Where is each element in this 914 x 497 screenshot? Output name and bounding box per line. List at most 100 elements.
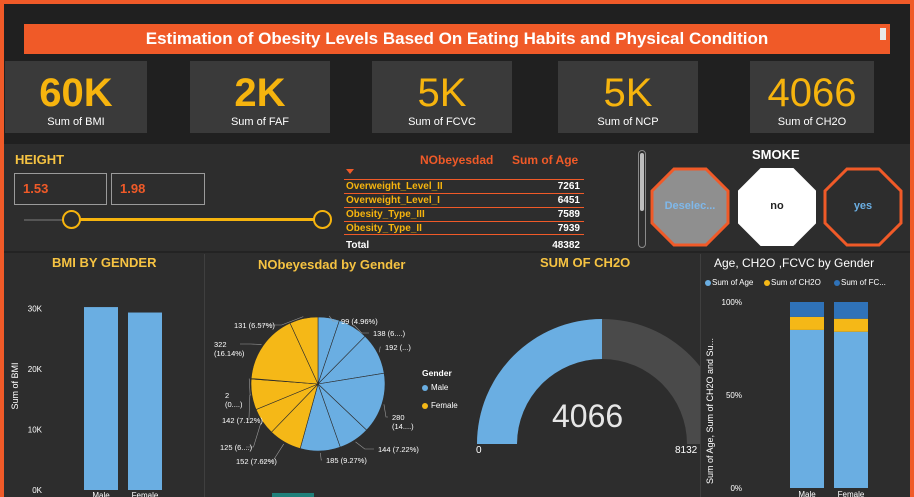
- pie-leader-line: [379, 346, 381, 353]
- pie-slice[interactable]: [289, 316, 319, 385]
- table-scrollbar[interactable]: [638, 150, 646, 248]
- ch2o-gauge: [477, 319, 700, 444]
- table-row[interactable]: Obesity_Type_II 7939: [344, 221, 584, 235]
- smoke-button-label: no: [770, 200, 784, 212]
- kpi-card-ch2o: 4066 Sum of CH2O: [750, 61, 874, 133]
- pie-slice-label: 138 (6....): [373, 329, 406, 338]
- pie-leader-line: [260, 316, 304, 326]
- stacked-segment[interactable]: [790, 329, 824, 488]
- pie-slice[interactable]: [317, 372, 386, 431]
- height-max-input[interactable]: 1.98: [111, 173, 205, 205]
- pie-leader-line: [328, 315, 337, 322]
- pie-slice-label: 192 (...): [385, 343, 411, 352]
- slider-range: [72, 218, 322, 221]
- pie-legend-title: Gender: [422, 368, 452, 378]
- page-indicator[interactable]: [272, 493, 314, 497]
- gauge-max-label: 8132: [675, 445, 698, 456]
- slider-min-handle[interactable]: [62, 210, 81, 229]
- stacked-segment[interactable]: [834, 302, 868, 319]
- row-name: Obesity_Type_II: [346, 223, 422, 234]
- x-category-label: Female: [132, 491, 159, 497]
- smoke-deselect-button[interactable]: Deselec...: [650, 167, 730, 247]
- x-category-label: Male: [92, 491, 110, 497]
- legend-dot-male: [422, 385, 428, 391]
- kpi-label: Sum of FAF: [230, 116, 290, 128]
- kpi-value: 60K: [39, 71, 113, 115]
- scrollbar-thumb[interactable]: [640, 153, 644, 211]
- octagon-icon: [650, 167, 730, 247]
- stacked-segment[interactable]: [790, 316, 824, 330]
- smoke-yes-button[interactable]: yes: [823, 167, 903, 247]
- gauge-fill: [477, 319, 602, 444]
- table-row[interactable]: Overweight_Level_II 7261: [344, 179, 584, 193]
- y-tick-label: 50%: [726, 391, 742, 400]
- pie-leader-line: [262, 443, 285, 462]
- octagon-icon: [738, 168, 816, 246]
- pie-slice-label: 131 (6.57%): [234, 321, 275, 330]
- smoke-no-button[interactable]: no: [737, 167, 817, 247]
- y-tick-label: 100%: [722, 298, 742, 307]
- kpi-card-fcvc: 5K Sum of FCVC: [372, 61, 512, 133]
- pie-leader-line: [355, 441, 374, 450]
- height-min-input[interactable]: 1.53: [14, 173, 107, 205]
- height-slicer-title: HEIGHT: [15, 152, 65, 167]
- legend-dot-female: [422, 403, 428, 409]
- kpi-label: Sum of NCP: [597, 116, 659, 128]
- dashboard-page: { "header": { "title": "Estimation of Ob…: [4, 4, 910, 497]
- x-category-label: Female: [838, 490, 865, 497]
- table-row[interactable]: Overweight_Level_I 6451: [344, 193, 584, 207]
- legend-dot-fcvc: [834, 280, 840, 286]
- sort-arrow-icon[interactable]: [346, 169, 354, 174]
- pie-slice-label: 144 (7.22%): [378, 445, 419, 454]
- bar-male[interactable]: [84, 307, 118, 490]
- kpi-label: Sum of CH2O: [777, 116, 847, 128]
- legend-male[interactable]: Male: [431, 383, 449, 392]
- legend-female[interactable]: Female: [431, 401, 458, 410]
- smoke-button-label: yes: [853, 200, 873, 212]
- pie-slice-label: 99 (4.96%): [341, 317, 378, 326]
- stacked-segment[interactable]: [834, 331, 868, 488]
- kpi-label: Sum of FCVC: [408, 116, 476, 128]
- table-row[interactable]: Obesity_Type_III 7589: [344, 207, 584, 221]
- pie-slice[interactable]: [250, 322, 319, 385]
- y-tick-label: 0%: [730, 484, 742, 493]
- pie-slice-label: 280 (14....): [392, 413, 414, 431]
- y-tick-label: 10K: [28, 425, 43, 434]
- smoke-button-label: Deselec...: [664, 200, 716, 212]
- row-value: 7589: [557, 209, 580, 220]
- pie-leader-line: [246, 422, 262, 448]
- legend-sum-ch2o[interactable]: Sum of CH2O: [771, 278, 821, 287]
- stacked-chart-title: Age, CH2O ,FCVC by Gender: [714, 256, 875, 270]
- table-col-nobeyesdad[interactable]: NObeyesdad: [420, 153, 494, 167]
- bmi-y-axis-label: Sum of BMI: [10, 362, 20, 409]
- legend-dot-age: [705, 280, 711, 286]
- title-scrollbar[interactable]: [880, 28, 886, 40]
- pie-leader-line: [248, 394, 251, 421]
- pie-slice-label: 152 (7.62%): [236, 457, 277, 466]
- pie-slice-label: 142 (7.12%): [222, 416, 263, 425]
- legend-sum-age[interactable]: Sum of Age: [712, 278, 754, 287]
- y-tick-label: 30K: [28, 304, 43, 313]
- y-tick-label: 0K: [32, 486, 42, 495]
- bmi-bar-chart: Sum of BMI 0K 10K 20K 30K Male Female: [10, 304, 162, 497]
- row-value: 7939: [557, 223, 580, 234]
- panel-divider: [204, 254, 205, 497]
- smoke-slicer-title: SMOKE: [752, 147, 800, 162]
- slider-max-handle[interactable]: [313, 210, 332, 229]
- stacked-segment[interactable]: [790, 302, 824, 317]
- stacked-percent-chart: Sum of Age, Sum of CH2O and Su... 0% 50% 1…: [705, 298, 868, 497]
- stacked-segment[interactable]: [834, 318, 868, 332]
- kpi-value: 4066: [767, 71, 857, 115]
- bar-female[interactable]: [128, 312, 162, 490]
- pie-slice-label: 125 (6....): [220, 443, 253, 452]
- legend-sum-fcvc[interactable]: Sum of FC...: [841, 278, 886, 287]
- pie-leader-line: [248, 378, 251, 396]
- table-col-sum-age[interactable]: Sum of Age: [512, 153, 579, 167]
- row-divider: [4, 251, 910, 253]
- row-name: Overweight_Level_I: [346, 195, 440, 206]
- bmi-chart-title: BMI BY GENDER: [52, 255, 157, 270]
- pie-slice-label: 322 (16.14%): [214, 340, 245, 358]
- gauge-value: 4066: [552, 398, 624, 434]
- gauge-title: SUM OF CH2O: [540, 255, 631, 270]
- kpi-value: 5K: [603, 71, 653, 115]
